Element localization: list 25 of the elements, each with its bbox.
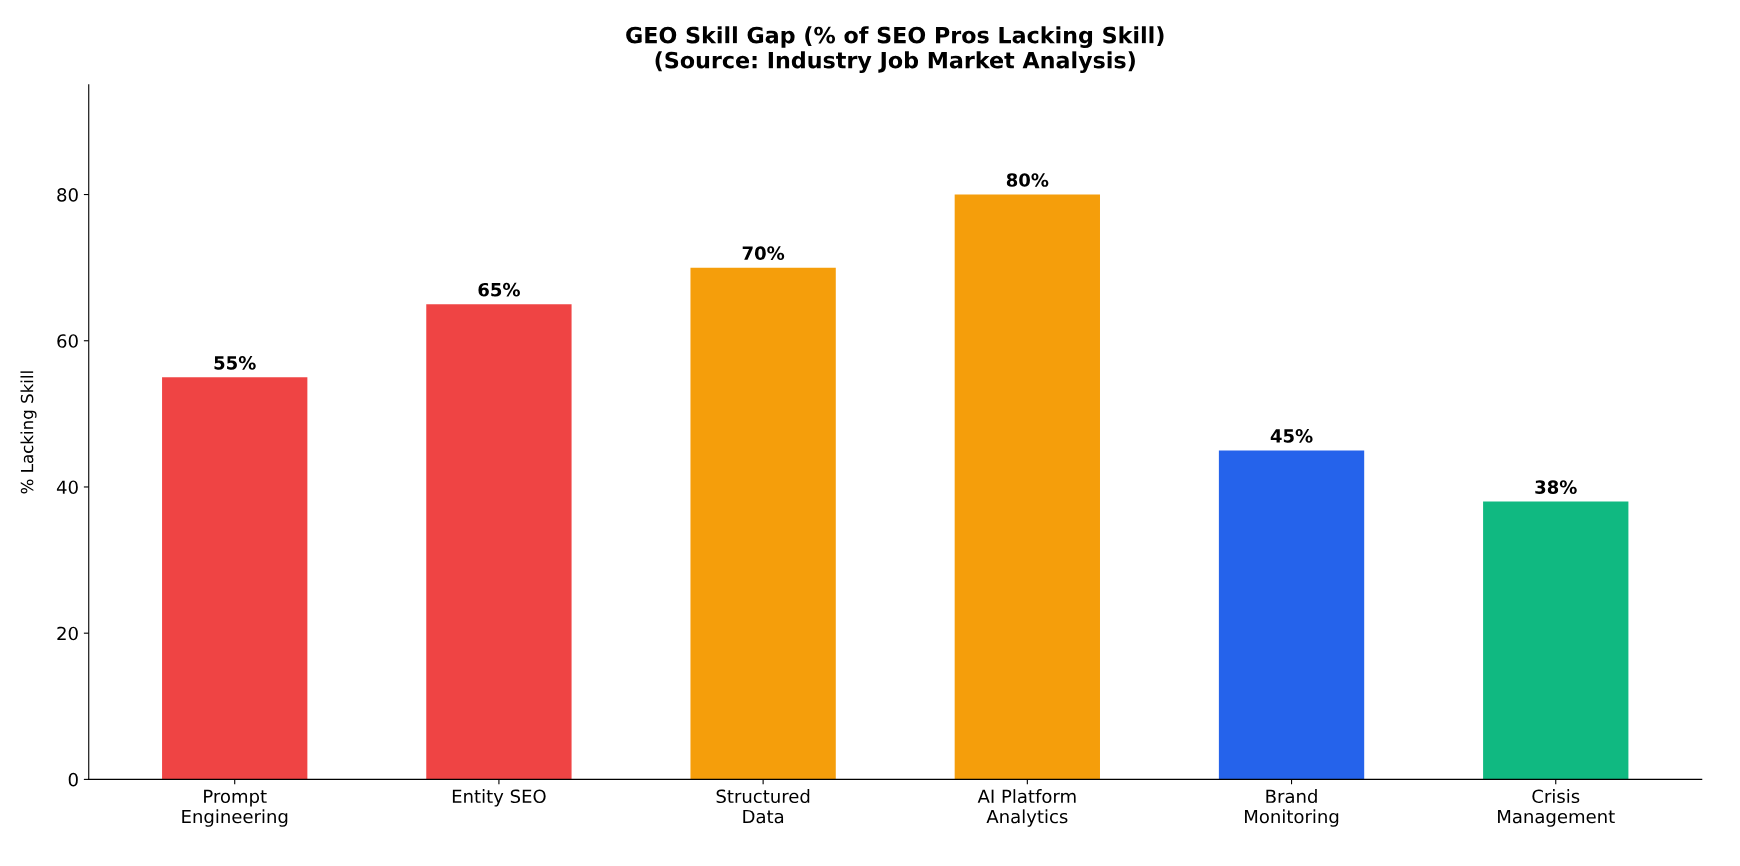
y-axis-title: % Lacking Skill	[20, 371, 37, 494]
bar	[1483, 501, 1629, 780]
data-label: 70%	[742, 246, 785, 260]
bar	[162, 377, 308, 780]
x-tick-label: Prompt Engineering	[182, 789, 288, 827]
data-label: 80%	[1006, 173, 1049, 187]
data-label: 38%	[1535, 480, 1577, 494]
data-label: 45%	[1270, 429, 1313, 443]
bar	[1218, 450, 1365, 780]
data-label: 55%	[214, 355, 256, 370]
y-tick-label: 40	[56, 480, 78, 495]
x-tick-label: Crisis Management	[1498, 789, 1615, 827]
y-tick-label: 0	[68, 772, 78, 787]
bar	[690, 267, 836, 780]
y-tick-label: 20	[57, 626, 78, 641]
y-tick-label: 60	[57, 334, 78, 348]
x-tick-label: Brand Monitoring	[1245, 789, 1339, 827]
x-tick-label: AI Platform Analytics	[977, 789, 1076, 827]
chart-title: GEO Skill Gap (% of SEO Pros Lacking Skill) (Source: Industry Job Market Analysis)	[626, 26, 1164, 73]
x-tick-label: Entity SEO	[452, 789, 546, 807]
y-tick-label: 80	[57, 187, 78, 202]
data-label: 65%	[478, 282, 520, 297]
bar	[954, 194, 1100, 780]
bar	[426, 304, 572, 780]
x-tick-label: Structured Data	[716, 789, 810, 824]
